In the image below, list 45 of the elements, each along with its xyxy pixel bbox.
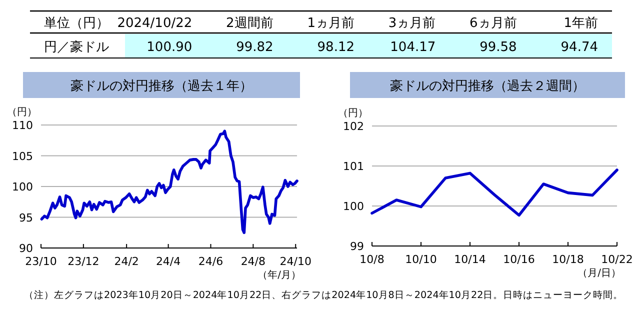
y-tick-label: 102 xyxy=(343,120,364,133)
data-label: 99.82 xyxy=(236,40,274,55)
x-tick-label: 24/2 xyxy=(114,255,139,268)
y-axis-title: （円） xyxy=(338,108,368,119)
y-tick-label: 105 xyxy=(12,150,33,163)
x-tick-label: 23/12 xyxy=(68,255,100,268)
x-tick-label: 10/22 xyxy=(601,253,633,266)
x-tick-label: 24/10 xyxy=(280,255,312,268)
category-label: 2週間前 xyxy=(226,16,274,31)
text: 円／豪ドル xyxy=(44,40,109,55)
x-tick-label: 10/10 xyxy=(405,253,437,266)
chart-title: 豪ドルの対円推移（過去２週間） xyxy=(390,78,585,94)
y-tick-label: 99 xyxy=(350,240,364,253)
category-label: 2024/10/22 xyxy=(117,16,192,31)
x-tick-label: 10/8 xyxy=(360,253,384,266)
x-tick-label: 10/18 xyxy=(552,253,584,266)
data-label: 100.90 xyxy=(146,40,192,55)
y-tick-label: 101 xyxy=(343,160,364,173)
y-tick-label: 90 xyxy=(19,242,33,255)
data-label: 99.58 xyxy=(480,40,517,55)
data-label: 94.74 xyxy=(560,40,598,55)
x-tick-label: 10/14 xyxy=(454,253,486,266)
y-tick-label: 100 xyxy=(343,200,364,213)
data-label: 104.17 xyxy=(390,40,436,55)
category-label: 1ヵ月前 xyxy=(307,16,354,31)
x-tick-label: 10/16 xyxy=(503,253,535,266)
y-tick-label: 95 xyxy=(19,211,33,224)
line-series xyxy=(370,168,618,217)
line-series xyxy=(40,130,298,234)
x-tick-label: 24/4 xyxy=(156,255,181,268)
category-label: 3ヵ月前 xyxy=(388,16,436,31)
text: 単位（円） xyxy=(44,16,109,31)
category-label: 6ヵ月前 xyxy=(470,16,517,31)
y-tick-label: 110 xyxy=(12,119,33,132)
text: （注）左グラフは2023年10月20日～2024年10月22日、右グラフは2024年10月8日～2024年10月22日。日時はニューヨーク時間。 xyxy=(24,289,624,301)
data-label: 98.12 xyxy=(317,40,354,55)
y-axis-title: （円） xyxy=(7,107,37,118)
x-tick-label: 24/6 xyxy=(198,255,224,268)
x-tick-label: 23/10 xyxy=(25,255,57,268)
x-tick-label: 24/8 xyxy=(240,255,266,268)
y-tick-label: 100 xyxy=(12,180,33,194)
x-axis-title: （月/日） xyxy=(578,268,621,279)
category-label: 1年前 xyxy=(564,16,598,31)
x-axis-title: （年/月） xyxy=(258,269,301,281)
chart-title: 豪ドルの対円推移（過去１年） xyxy=(70,78,252,94)
